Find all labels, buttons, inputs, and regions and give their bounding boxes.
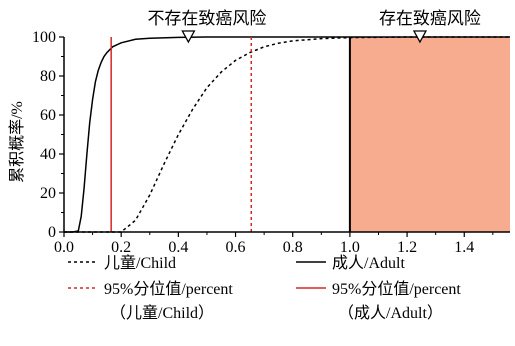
series-line-child	[64, 36, 510, 233]
y-tick-label: 40	[40, 146, 56, 163]
x-tick-label: 1.2	[397, 239, 417, 256]
y-tick-label: 20	[40, 185, 56, 202]
y-tick-label: 0	[48, 224, 56, 241]
legend-sublabel: （儿童/Child）	[110, 303, 214, 322]
y-axis-label: 累积概率/%	[8, 101, 26, 183]
triangle-marker	[412, 30, 428, 44]
legend-label: 成人/Adult	[332, 254, 405, 272]
no-risk-label: 不存在致癌风险	[147, 9, 266, 28]
x-tick-label: 0.0	[54, 239, 74, 256]
legend-sublabel: （成人/Adult）	[338, 304, 443, 322]
y-tick-label: 80	[40, 68, 56, 85]
legend-label: 儿童/Child	[104, 253, 176, 272]
x-tick-label: 0.2	[111, 239, 131, 256]
y-tick-label: 100	[32, 29, 56, 46]
risk-label: 存在致癌风险	[379, 9, 481, 28]
legend-label: 95%分位值/percent	[332, 280, 461, 298]
risk-region	[349, 37, 510, 232]
x-tick-label: 1.0	[340, 239, 360, 256]
x-tick-label: 0.6	[226, 239, 246, 256]
triangle-marker	[181, 30, 196, 44]
y-tick-label: 60	[40, 107, 56, 124]
x-tick-label: 1.4	[454, 239, 474, 256]
series-line-adult	[64, 36, 510, 233]
x-tick-label: 0.4	[168, 239, 188, 256]
x-tick-label: 0.8	[283, 239, 303, 256]
legend-label: 95%分位值/percent	[104, 280, 233, 298]
